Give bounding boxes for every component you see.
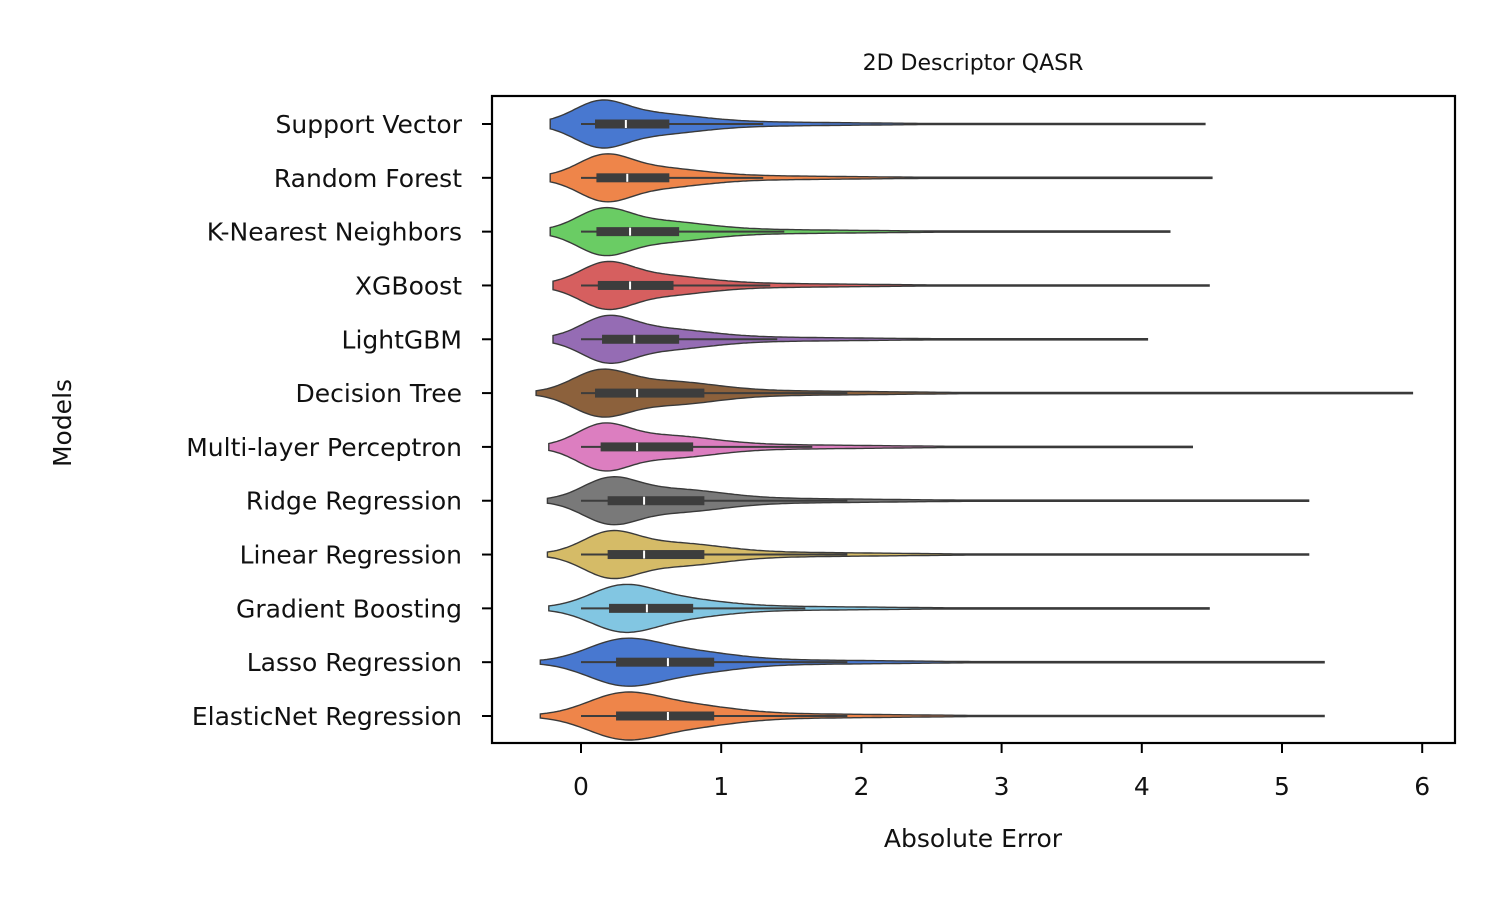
- violin-iqr-box: [600, 442, 694, 452]
- violin-body: [539, 637, 1325, 687]
- violin-linear-regression: [546, 529, 1310, 580]
- violin-body: [549, 99, 1206, 149]
- violin-iqr-box: [607, 496, 705, 506]
- violins-layer: [535, 99, 1414, 741]
- y-tick-label: Linear Regression: [240, 541, 462, 570]
- chart-title: 2D Descriptor QASR: [863, 51, 1084, 76]
- violin-iqr-box: [616, 657, 715, 667]
- violin-random-forest: [549, 153, 1213, 203]
- x-tick-label: 5: [1274, 772, 1290, 801]
- y-tick-label: LightGBM: [342, 325, 462, 354]
- violin-iqr-box: [595, 119, 670, 129]
- violin-body: [548, 422, 1193, 472]
- violin-body: [548, 583, 1210, 634]
- x-tick-label: 3: [994, 772, 1010, 801]
- plot-frame: [490, 94, 1457, 745]
- y-tick-label: Support Vector: [276, 110, 463, 139]
- y-tick-label: Gradient Boosting: [236, 594, 462, 623]
- violin-iqr-box: [597, 280, 674, 290]
- violin-body: [546, 475, 1310, 526]
- violin-lasso-regression: [539, 637, 1325, 687]
- x-tick-label: 6: [1414, 772, 1430, 801]
- violin-body: [535, 368, 1414, 418]
- violin-gradient-boosting: [548, 583, 1210, 634]
- violin-body: [549, 206, 1171, 257]
- y-tick-label: K-Nearest Neighbors: [207, 218, 462, 247]
- x-tick-label: 0: [573, 772, 589, 801]
- violin-body: [546, 529, 1310, 580]
- violin-iqr-box: [602, 334, 680, 344]
- violin-ridge-regression: [546, 475, 1310, 526]
- x-tick-label: 1: [713, 772, 729, 801]
- violin-iqr-box: [607, 550, 705, 560]
- y-tick-label: Decision Tree: [296, 379, 462, 408]
- y-tick-label: Random Forest: [274, 164, 462, 193]
- violin-iqr-box: [596, 227, 680, 237]
- violin-decision-tree: [535, 368, 1414, 418]
- violin-xgboost: [552, 260, 1210, 311]
- violin-iqr-box: [616, 711, 715, 721]
- y-tick-label: Multi-layer Perceptron: [186, 433, 462, 462]
- x-tick-label: 4: [1134, 772, 1150, 801]
- y-tick-label: Ridge Regression: [246, 487, 462, 516]
- y-axis-label: Models: [48, 379, 77, 467]
- violin-body: [549, 153, 1213, 203]
- violin-lightgbm: [552, 314, 1149, 364]
- violin-body: [552, 260, 1210, 311]
- violin-iqr-box: [609, 603, 694, 613]
- y-tick-label: XGBoost: [355, 271, 462, 300]
- violin-body: [539, 691, 1325, 741]
- violin-multi-layer-perceptron: [548, 422, 1193, 472]
- violin-iqr-box: [596, 173, 670, 183]
- violin-support-vector: [549, 99, 1206, 149]
- violin-body: [552, 314, 1149, 364]
- x-tick-label: 2: [853, 772, 869, 801]
- violin-iqr-box: [595, 388, 705, 398]
- x-axis-ticks: 0 1 2 3 4 5 6: [573, 743, 1430, 801]
- y-tick-label: ElasticNet Regression: [192, 702, 462, 731]
- y-tick-label: Lasso Regression: [247, 648, 462, 677]
- x-axis-label: Absolute Error: [884, 824, 1063, 853]
- violin-k-nearest-neighbors: [549, 206, 1171, 257]
- violin-elasticnet-regression: [539, 691, 1325, 741]
- y-axis-ticks: Support Vector Random Forest K-Nearest Nei…: [186, 110, 492, 731]
